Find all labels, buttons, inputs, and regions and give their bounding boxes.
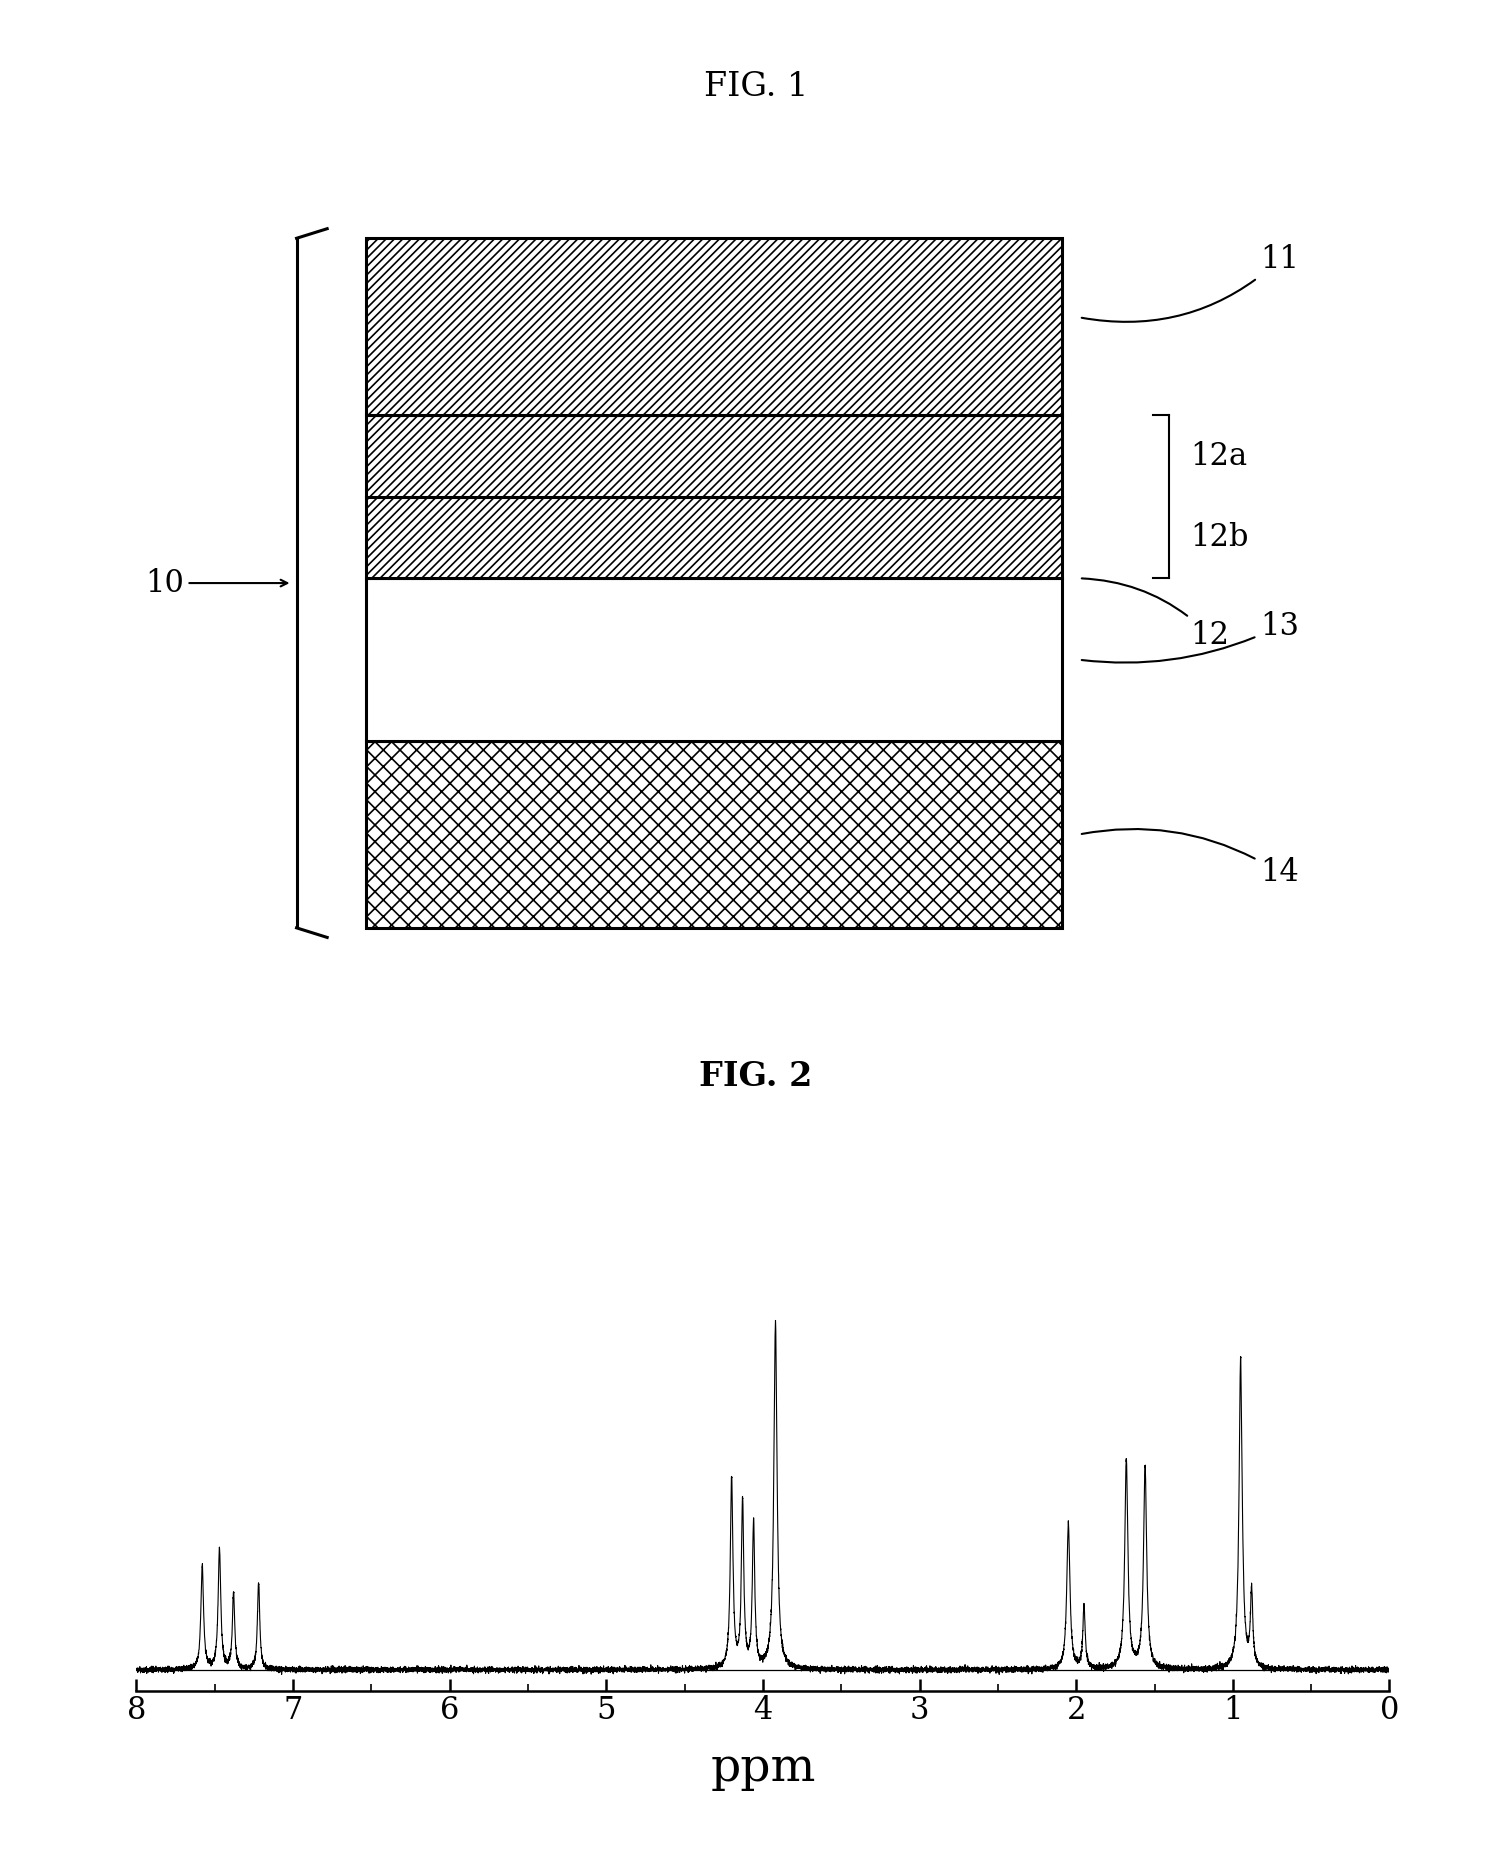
Text: 10: 10 xyxy=(145,568,287,598)
Bar xyxy=(367,237,1063,415)
Text: 12: 12 xyxy=(1082,578,1229,650)
Text: 14: 14 xyxy=(1082,830,1299,888)
X-axis label: ppm: ppm xyxy=(710,1746,816,1791)
Text: 11: 11 xyxy=(1082,245,1299,321)
Bar xyxy=(367,415,1063,497)
Bar xyxy=(367,742,1063,927)
Text: FIG. 2: FIG. 2 xyxy=(699,1060,813,1093)
Text: FIG. 1: FIG. 1 xyxy=(704,71,808,103)
Text: 13: 13 xyxy=(1082,611,1299,663)
Text: 12a: 12a xyxy=(1190,441,1247,471)
Text: 12b: 12b xyxy=(1190,521,1248,553)
Bar xyxy=(367,578,1063,742)
Bar xyxy=(367,497,1063,578)
